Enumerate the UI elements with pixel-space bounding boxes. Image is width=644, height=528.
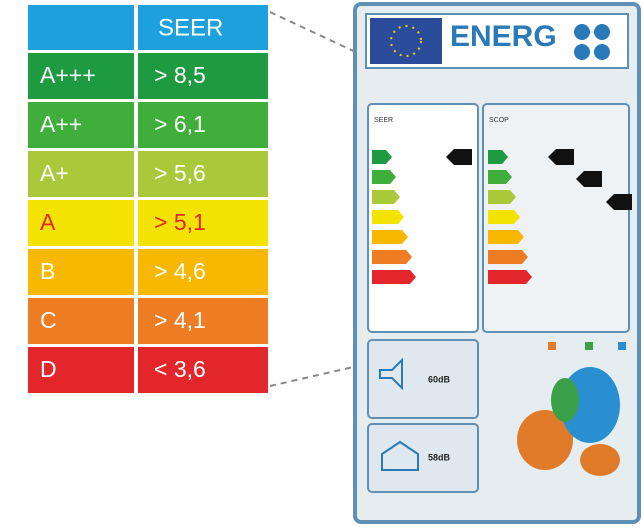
value-cell	[138, 298, 268, 344]
scale-bar	[372, 250, 412, 264]
map-zone	[517, 410, 573, 470]
sound-box	[367, 423, 479, 493]
header-title: SEER	[158, 14, 223, 41]
energy-label: ENERG SEER SCOP 60dB 58dB	[353, 2, 641, 524]
scale-bar	[488, 230, 524, 244]
class-cell	[28, 347, 134, 393]
class-label: A+	[40, 160, 69, 186]
value-cell	[138, 347, 268, 393]
class-label: B	[40, 258, 55, 284]
sound-level: 60dB	[428, 374, 451, 384]
sound-level: 58dB	[428, 452, 451, 462]
scale-bar	[488, 250, 528, 264]
class-arrow	[548, 149, 574, 165]
speaker-icon	[379, 357, 403, 391]
class-label: A	[40, 209, 56, 235]
seer-table: SEER A+++ > 8,5 A++ > 6,1 A+ > 5,6 A > 5,1 B > 4,…	[28, 5, 268, 393]
scale-bar	[372, 190, 400, 204]
map-legend	[618, 342, 626, 350]
icon	[574, 24, 590, 40]
eu-stars	[390, 25, 422, 57]
class-cell	[28, 298, 134, 344]
connector	[269, 364, 363, 387]
scale-bar	[372, 270, 416, 284]
sound-box	[367, 339, 479, 419]
icon	[594, 44, 610, 60]
value-cell	[138, 200, 268, 246]
header-cell	[28, 5, 134, 50]
value-cell	[138, 102, 268, 148]
label-title: ENERG	[450, 20, 557, 53]
class-cell	[28, 200, 134, 246]
seer-value: > 4,6	[154, 258, 206, 284]
class-cell	[28, 102, 134, 148]
icon	[574, 44, 590, 60]
house-icon	[381, 440, 419, 471]
seer-value: > 5,1	[154, 209, 206, 235]
class-cell	[28, 53, 134, 99]
class-arrow	[446, 149, 472, 165]
class-arrow	[576, 171, 602, 187]
europe-map	[517, 342, 626, 476]
seer-value: > 4,1	[154, 307, 206, 333]
seer-value: > 6,1	[154, 111, 206, 137]
scale-bar	[372, 150, 392, 164]
icon	[594, 24, 610, 40]
scale-bar	[488, 270, 532, 284]
value-cell	[138, 249, 268, 295]
class-label: A+++	[40, 62, 96, 88]
scale-bar	[372, 170, 396, 184]
eu-flag	[370, 18, 442, 64]
connector	[269, 11, 363, 56]
map-legend	[585, 342, 593, 350]
map-zone	[551, 378, 579, 422]
class-label: C	[40, 307, 57, 333]
scale-bar	[488, 150, 508, 164]
scale-bar	[488, 170, 512, 184]
panel-title: SEER	[374, 117, 393, 124]
scale-bar	[488, 210, 520, 224]
value-cell	[138, 151, 268, 197]
seer-value: > 8,5	[154, 62, 206, 88]
header-cell	[138, 5, 268, 50]
scale-bar	[372, 230, 408, 244]
seer-value: < 3,6	[154, 356, 206, 382]
class-cell	[28, 151, 134, 197]
map-zone	[580, 444, 620, 476]
value-cell	[138, 53, 268, 99]
seer-value: > 5,6	[154, 160, 206, 186]
panel-title: SCOP	[489, 117, 509, 124]
class-arrow	[606, 194, 632, 210]
class-label: A++	[40, 111, 82, 137]
class-label: D	[40, 356, 57, 382]
scale-bar	[372, 210, 404, 224]
map-legend	[548, 342, 556, 350]
scale-bar	[488, 190, 516, 204]
class-cell	[28, 249, 134, 295]
